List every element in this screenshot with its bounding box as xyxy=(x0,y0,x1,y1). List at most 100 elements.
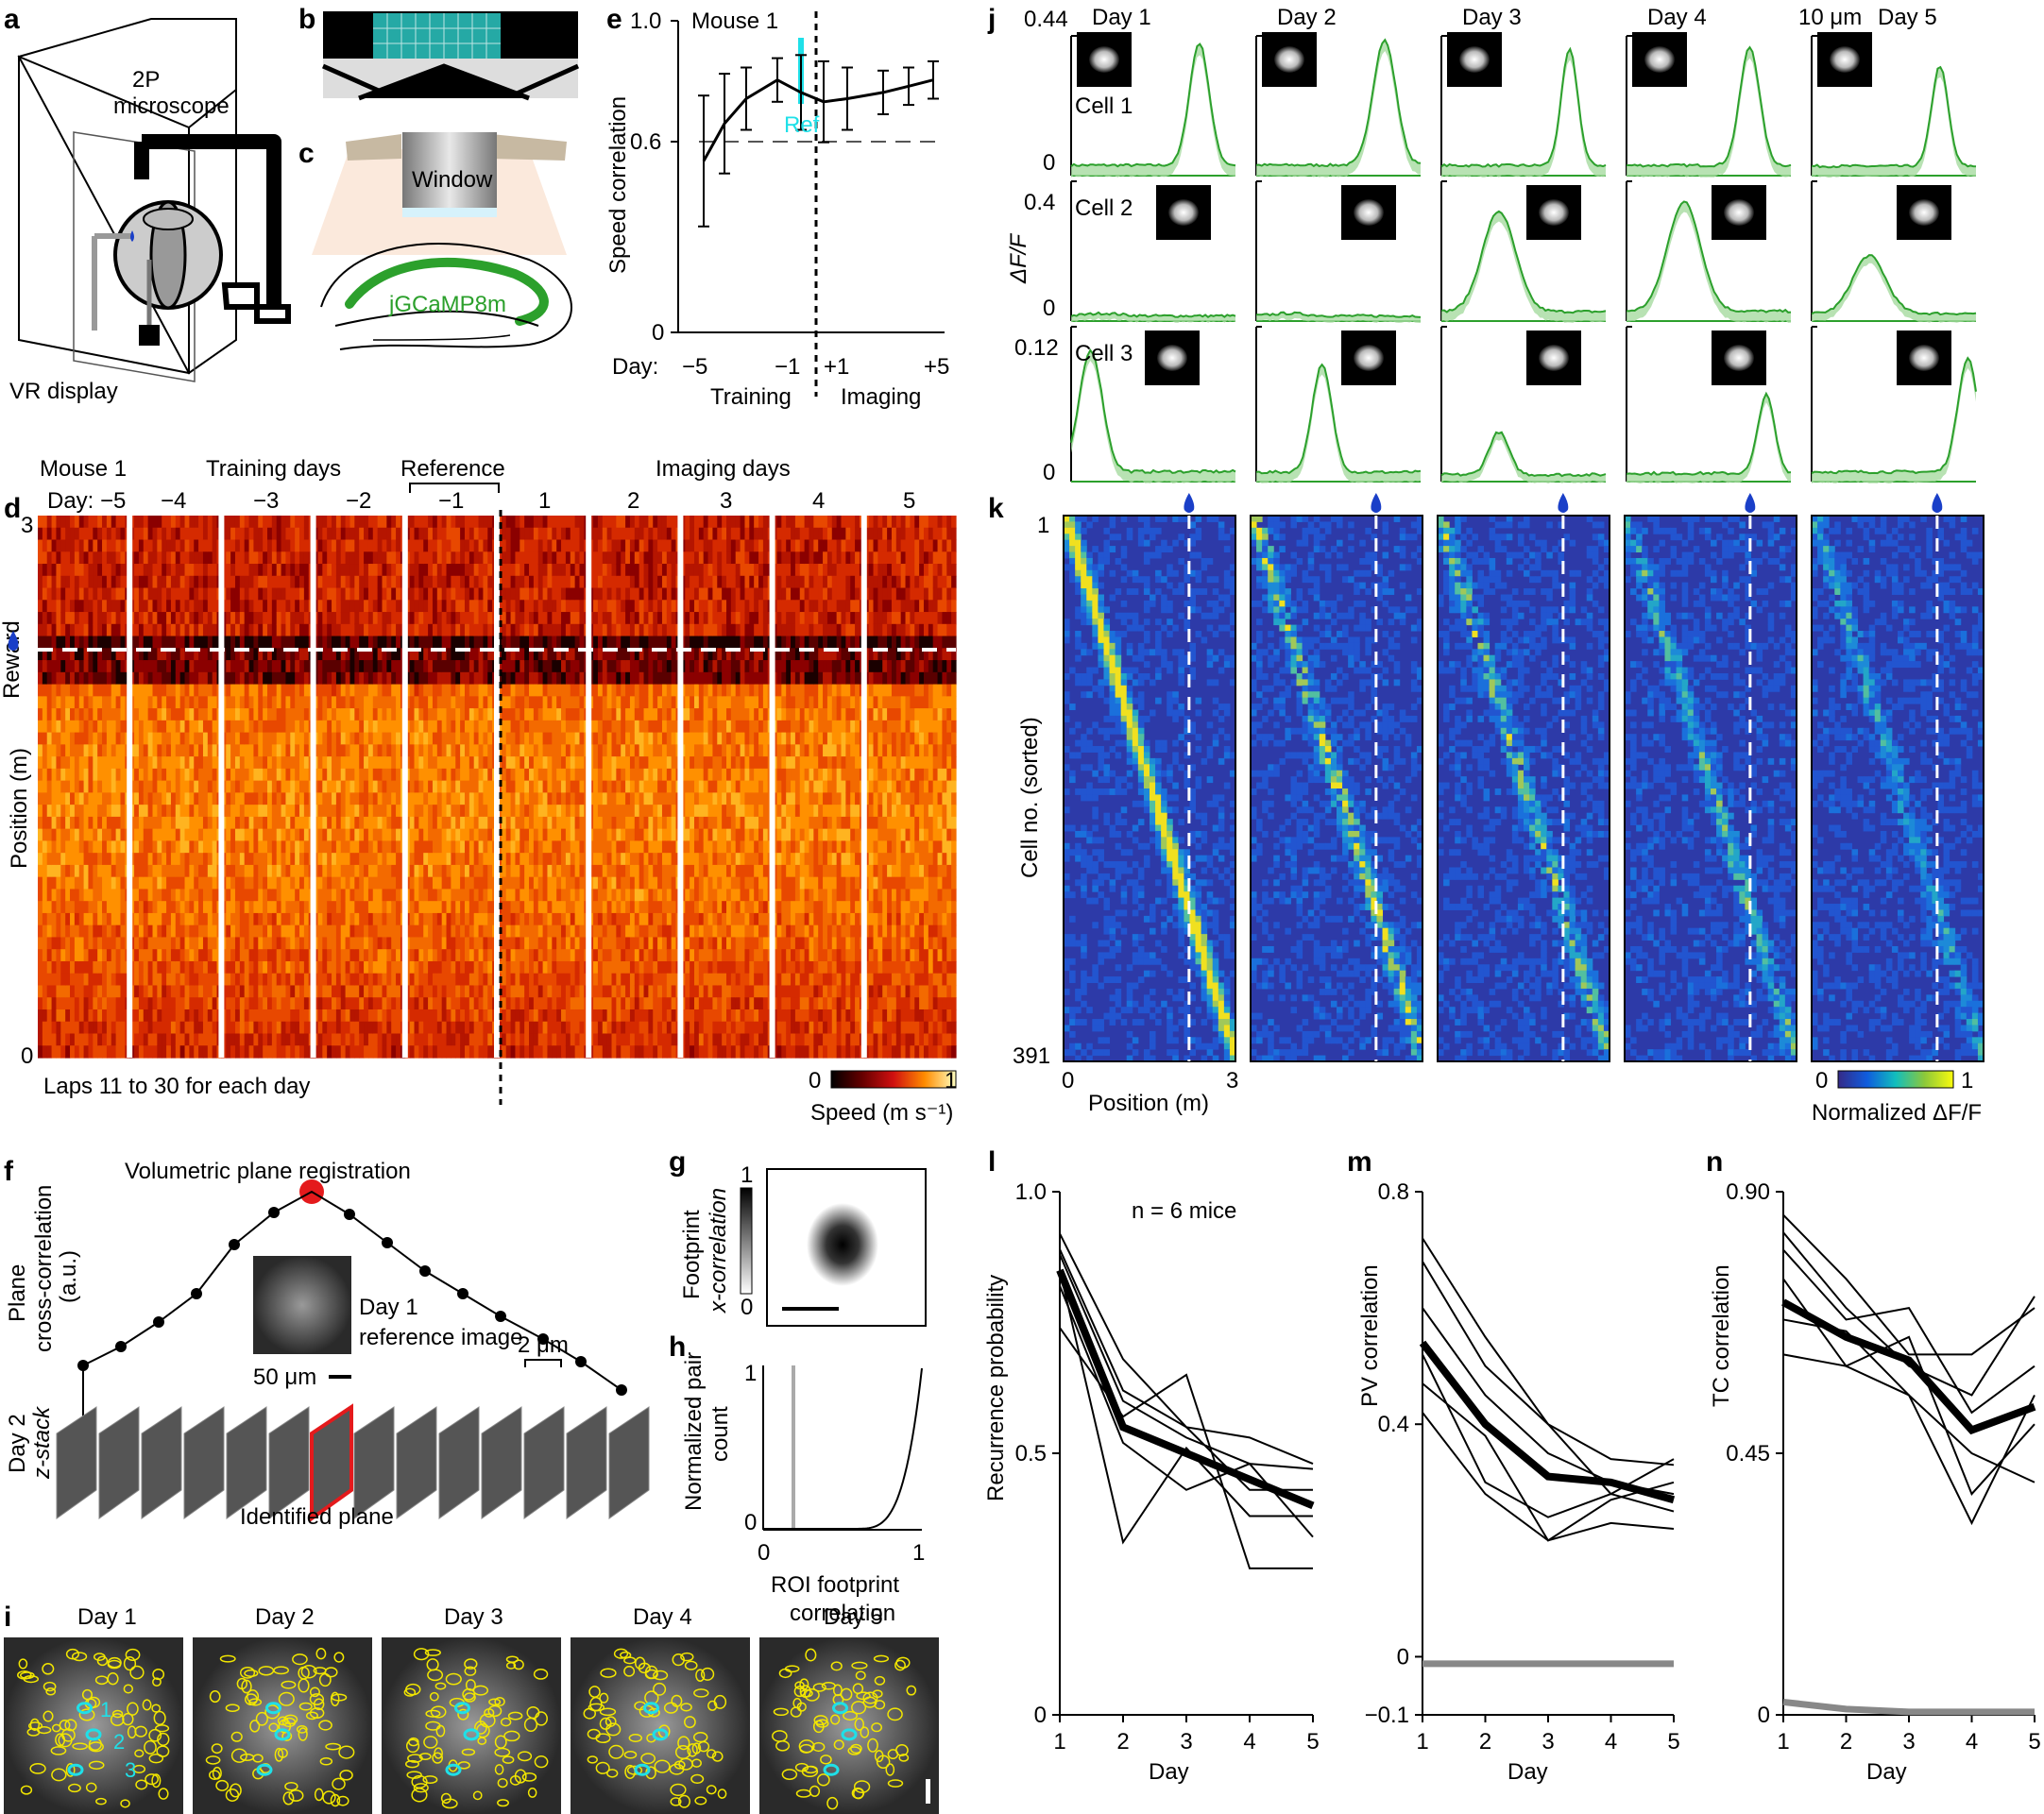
heat-cell xyxy=(115,985,122,998)
heat-cell xyxy=(115,623,122,637)
heat-cell xyxy=(70,973,76,987)
heat-cell xyxy=(391,1033,397,1046)
heat-cell xyxy=(184,527,190,541)
heat-cell xyxy=(468,671,475,686)
heat-cell xyxy=(56,516,61,529)
heat-cell xyxy=(97,960,103,975)
heat-cell xyxy=(409,623,416,637)
heat-cell xyxy=(441,792,448,805)
heat-cell xyxy=(157,876,162,890)
heat-cell xyxy=(364,539,369,552)
heat-cell xyxy=(78,587,85,601)
heat-cell xyxy=(501,997,507,1010)
heat-cell xyxy=(170,780,177,793)
heat-cell xyxy=(281,901,287,914)
heat-cell xyxy=(446,1033,451,1046)
heat-cell xyxy=(391,1021,397,1035)
heat-cell xyxy=(244,816,250,830)
heat-cell xyxy=(175,564,181,577)
heat-cell xyxy=(42,864,48,878)
heat-cell xyxy=(253,708,259,721)
heat-cell xyxy=(78,600,85,613)
heat-cell xyxy=(93,516,98,529)
heat-cell xyxy=(414,768,419,782)
heat-cell xyxy=(428,853,434,866)
heat-cell xyxy=(271,1033,278,1046)
heat-cell xyxy=(386,1009,392,1023)
heat-cell xyxy=(239,876,246,890)
heat-cell xyxy=(230,805,236,818)
heat-cell xyxy=(271,780,278,793)
heat-cell xyxy=(340,684,347,697)
heat-cell xyxy=(152,720,158,734)
heat-cell xyxy=(349,876,355,890)
heat-cell xyxy=(152,527,158,541)
heat-cell xyxy=(248,600,255,613)
heat-cell xyxy=(524,660,530,673)
heat-cell xyxy=(207,551,213,565)
heat-cell xyxy=(364,960,369,975)
heat-cell xyxy=(248,539,255,552)
heat-cell xyxy=(42,768,48,782)
heat-cell xyxy=(468,575,475,589)
heat-cell xyxy=(179,623,186,637)
heat-cell xyxy=(198,901,204,914)
heat-cell xyxy=(468,960,475,975)
heat-cell xyxy=(354,612,360,625)
heat-cell xyxy=(202,924,209,939)
heat-cell xyxy=(285,780,291,793)
heat-cell xyxy=(441,684,448,697)
heat-cell xyxy=(478,648,485,661)
heat-cell xyxy=(327,805,332,818)
heat-cell xyxy=(487,516,493,529)
heat-cell xyxy=(396,840,401,854)
heat-cell xyxy=(501,527,507,541)
heat-cell xyxy=(281,960,287,975)
heat-cell xyxy=(345,780,351,793)
heat-cell xyxy=(423,696,429,709)
heat-cell xyxy=(460,732,466,745)
heat-cell xyxy=(327,912,332,926)
trace-line xyxy=(1070,311,1236,318)
heat-cell xyxy=(285,600,291,613)
heat-cell xyxy=(138,840,145,854)
heat-cell xyxy=(290,600,296,613)
heat-cell xyxy=(436,671,443,686)
heat-cell xyxy=(258,780,264,793)
heat-cell xyxy=(501,671,507,686)
heat-cell xyxy=(175,816,181,830)
heat-cell xyxy=(93,889,98,902)
heat-cell xyxy=(501,660,507,673)
heat-cell xyxy=(106,684,112,697)
heat-cell xyxy=(409,828,416,841)
heat-cell xyxy=(248,1045,255,1059)
heat-cell xyxy=(234,792,241,805)
heat-cell xyxy=(120,527,126,541)
heat-cell xyxy=(239,1033,246,1046)
heat-cell xyxy=(340,1021,347,1035)
heat-cell xyxy=(396,539,401,552)
heat-cell xyxy=(179,612,186,625)
heat-cell xyxy=(303,780,310,793)
heat-cell xyxy=(303,732,310,745)
heat-cell xyxy=(234,768,241,782)
heat-cell xyxy=(143,527,149,541)
panel-j-cell-3: Cell 3 xyxy=(1075,341,1133,366)
heat-cell xyxy=(83,684,90,697)
trace-sem-band xyxy=(1071,349,1235,483)
heat-cell xyxy=(372,564,379,577)
heat-cell xyxy=(428,937,434,950)
heat-cell xyxy=(520,949,525,962)
heat-cell xyxy=(345,623,351,637)
heat-cell xyxy=(423,901,429,914)
heat-cell xyxy=(194,1033,199,1046)
heat-cell xyxy=(189,876,195,890)
heat-cell xyxy=(202,516,209,529)
heat-cell xyxy=(436,889,443,902)
heat-cell xyxy=(335,997,342,1010)
heat-cell xyxy=(391,853,397,866)
heat-cell xyxy=(354,539,360,552)
heat-cell xyxy=(244,1009,250,1023)
heat-cell xyxy=(147,564,154,577)
heat-cell xyxy=(106,648,112,661)
